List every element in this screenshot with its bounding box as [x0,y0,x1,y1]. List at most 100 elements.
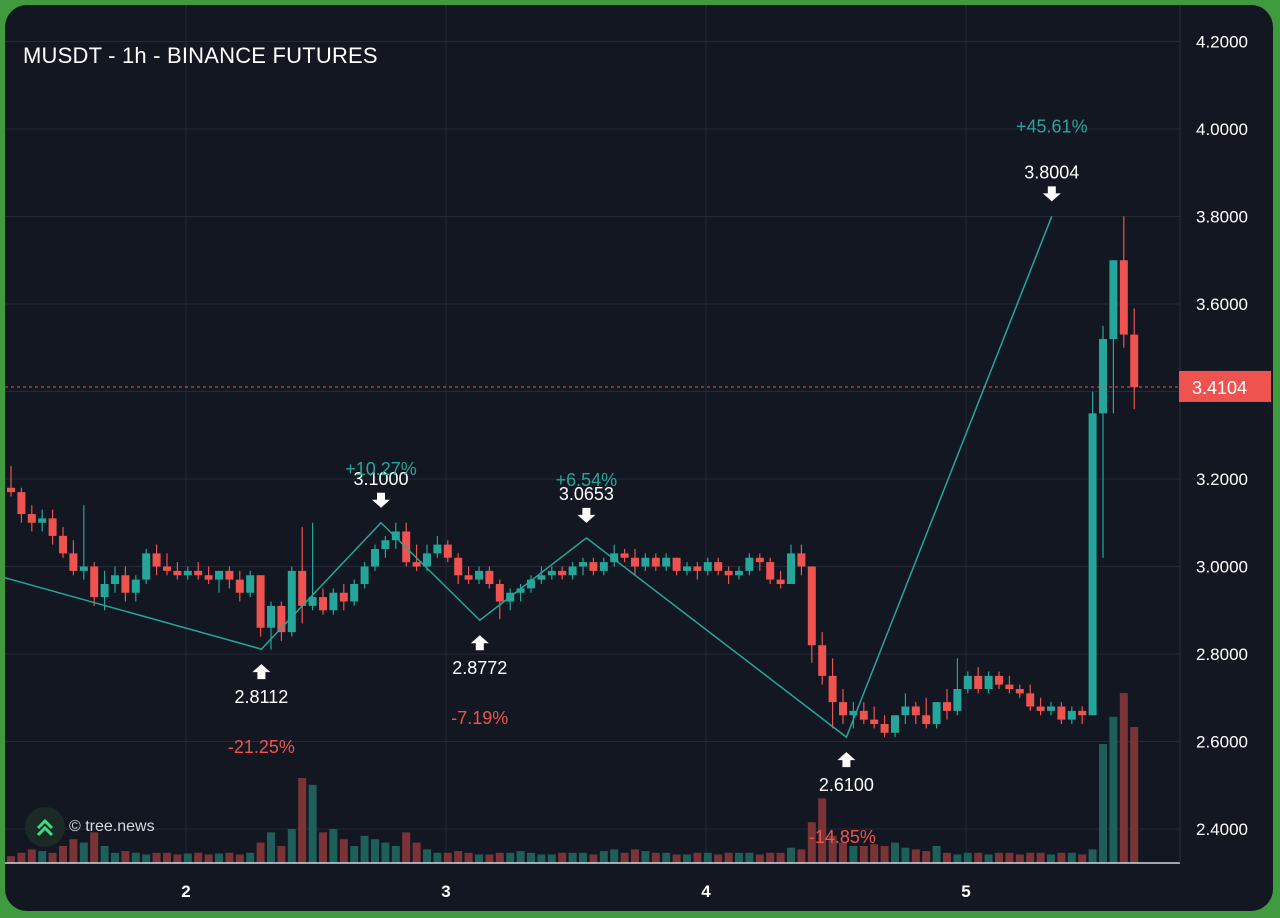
pivot-change-label: -21.25% [228,737,295,757]
candle-body [391,531,400,541]
candle-body [870,719,879,724]
volume-bar [183,853,192,863]
candle-body [131,579,140,593]
volume-bar [631,849,639,863]
volume-bar [423,849,431,863]
candle-body [776,579,785,584]
watermark-text: © tree.news [69,818,155,835]
candle-body [121,575,130,593]
volume-bar [485,854,494,863]
candle-body [27,514,36,523]
volume-bar [911,849,920,863]
volume-bar [683,854,691,863]
candle-body [90,566,99,598]
candle-body [173,570,182,576]
volume-bar [506,852,515,863]
candle-body [880,724,889,733]
volume-bar [589,854,598,863]
volume-bar [766,852,775,863]
candle-body [287,570,296,633]
price-chart[interactable]: 2.8112 -21.25% 3.1000+10.27% 2.8772 -7.19% 3.… [5,5,1273,911]
volume-bar [693,852,702,863]
axes: 23452.40002.60002.80003.00003.20003.4000… [5,5,1271,901]
zigzag-path [5,216,1053,739]
candle-body [901,706,910,716]
candle-body [745,557,754,571]
zigzag-line [5,216,1053,739]
volume-bar [672,854,681,863]
volume-bar [142,854,151,863]
candle-body [1078,710,1087,716]
arrow-down-icon [577,507,596,523]
candle-body [922,715,931,724]
candle-body [443,544,452,558]
volume-bar [350,846,359,863]
candle-body [48,518,57,536]
volume-bar [433,852,442,863]
candle-body [610,553,619,563]
candle-body [204,575,213,580]
candle-body [152,553,161,567]
candle-body [766,562,775,580]
volume-bar [1005,852,1014,863]
y-tick-label: 2.4000 [1196,820,1248,839]
volume-bar [7,856,15,863]
candle-body [911,706,920,716]
candle-body [464,575,473,580]
candle-body [787,553,795,584]
volume-bar [807,822,816,863]
candle-body [995,675,1003,685]
candle-body [651,557,660,567]
candle-body [849,710,858,716]
candle-body [329,592,338,611]
candle-body [1005,684,1014,689]
candle-body [298,570,307,606]
candle-body [807,566,816,646]
y-tick-label: 3.0000 [1196,558,1248,577]
volume-bar [339,839,348,863]
volume-bar [599,851,608,863]
y-tick-label: 3.6000 [1196,295,1248,314]
watermark: © tree.news [25,805,155,849]
volume-bar [641,851,650,863]
volume-bar [1026,852,1035,863]
volume-bar [131,852,140,863]
candle-body [308,597,317,606]
candle-body [319,597,327,611]
y-tick-label: 3.8000 [1196,208,1248,227]
pivot-price-label: 2.6100 [819,775,874,795]
candle-body [641,557,650,567]
arrow-down-icon [372,492,390,508]
candle-body [339,592,348,602]
volume-bar [735,852,743,863]
volume-bar [922,851,931,863]
pivot-change-label: -14.85% [809,827,876,847]
candle-body [755,557,764,563]
volume-bar [1109,716,1118,863]
chart-frame: 2.8112 -21.25% 3.1000 +10.27% 2.8772 -7.19% 3.… [5,5,1273,911]
pivot-annotations: 2.8112 -21.25% 3.1000+10.27% 2.8772 -7.19% 3.… [228,116,1088,847]
pivot-price-label: 2.8772 [452,658,507,678]
pivot-price-label: 3.1000 [353,469,408,489]
pivot-change-label: +10.27% [345,459,417,479]
candle-body [589,562,598,571]
volume-bar [48,852,57,863]
candle-body [277,605,286,633]
candle-body [724,570,733,576]
candle-body [225,570,234,580]
candle-body [932,702,941,724]
candle-body [1015,689,1024,694]
candle-body [797,553,806,567]
candle-body [59,535,67,554]
volume-bar [943,852,951,863]
volume-bar [69,839,78,863]
candle-body [38,518,47,523]
y-tick-label: 4.0000 [1196,120,1248,139]
volume-bar [537,854,546,863]
x-tick-label: 2 [181,882,190,901]
volume-bar [38,851,47,863]
volume-bar [475,854,483,863]
candle-body [568,566,577,576]
volume-bar [516,851,525,863]
candle-body [1057,706,1066,720]
